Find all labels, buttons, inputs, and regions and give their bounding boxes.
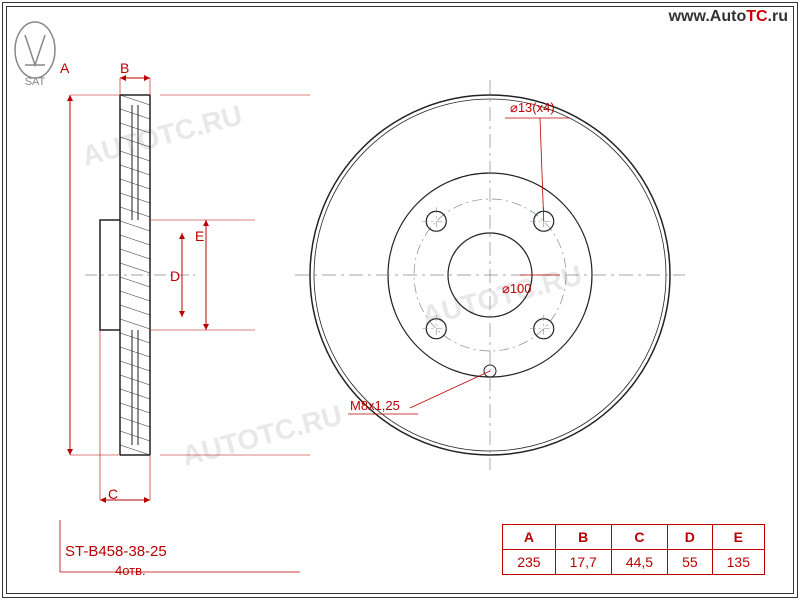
table-header-row: A B C D E: [503, 525, 765, 550]
table-col-e: E: [712, 525, 764, 550]
source-url: www.AutoTC.ru: [669, 8, 788, 26]
dim-label-e: E: [195, 228, 204, 244]
dim-label-b: B: [120, 60, 129, 76]
table-value-row: 235 17,7 44,5 55 135: [503, 550, 765, 575]
dim-label-d: D: [170, 268, 180, 284]
callout-bolt-hole: ⌀13(x4): [510, 100, 555, 116]
svg-text:SAT: SAT: [25, 76, 46, 88]
dim-label-a: A: [60, 60, 69, 76]
table-val-a: 235: [503, 550, 555, 575]
callout-thread: M8x1,25: [350, 398, 400, 413]
table-val-b: 17,7: [555, 550, 611, 575]
url-accent: TC: [746, 8, 767, 25]
table-val-e: 135: [712, 550, 764, 575]
url-prefix: www.Auto: [669, 8, 747, 25]
manufacturer-logo: SAT: [10, 20, 60, 95]
dim-label-c: C: [108, 486, 118, 502]
table-col-d: D: [668, 525, 713, 550]
table-col-b: B: [555, 525, 611, 550]
technical-drawing: [0, 0, 800, 600]
table-val-c: 44,5: [611, 550, 667, 575]
part-number: ST-B458-38-25: [65, 543, 167, 560]
table-col-a: A: [503, 525, 555, 550]
table-val-d: 55: [668, 550, 713, 575]
table-col-c: C: [611, 525, 667, 550]
holes-note: 4отв.: [115, 563, 146, 578]
url-suffix: .ru: [768, 8, 788, 25]
dimensions-table: A B C D E 235 17,7 44,5 55 135: [502, 524, 765, 575]
callout-pcd: ⌀100: [502, 281, 532, 297]
